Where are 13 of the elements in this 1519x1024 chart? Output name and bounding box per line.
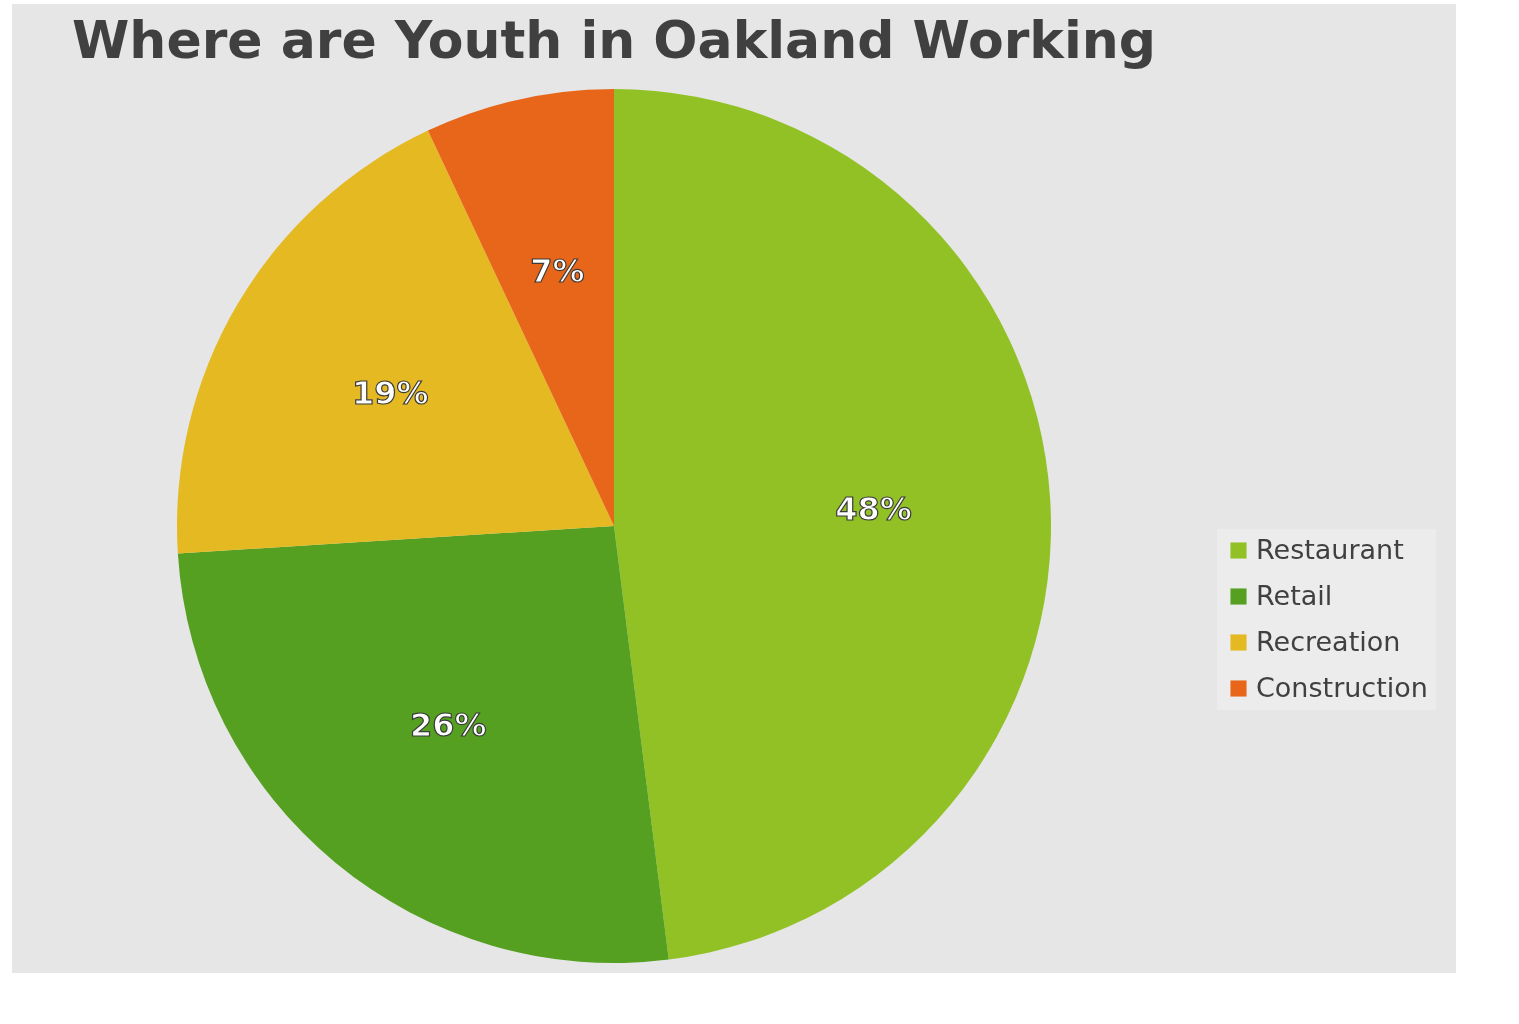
pie-slice bbox=[177, 526, 669, 963]
legend-label: Retail bbox=[1256, 579, 1333, 611]
legend-label: Recreation bbox=[1256, 625, 1401, 657]
data-label: 19% bbox=[351, 373, 429, 412]
chart-title: Where are Youth in Oakland Working bbox=[72, 10, 1156, 70]
data-label: 48% bbox=[835, 489, 912, 528]
legend-label: Restaurant bbox=[1256, 533, 1404, 565]
pie-slice bbox=[614, 89, 1051, 960]
pie-slice bbox=[427, 89, 614, 526]
pie-slice bbox=[177, 130, 614, 554]
data-label: 7% bbox=[530, 252, 585, 291]
data-label: 26% bbox=[409, 706, 487, 745]
legend-label: Construction bbox=[1256, 671, 1428, 703]
